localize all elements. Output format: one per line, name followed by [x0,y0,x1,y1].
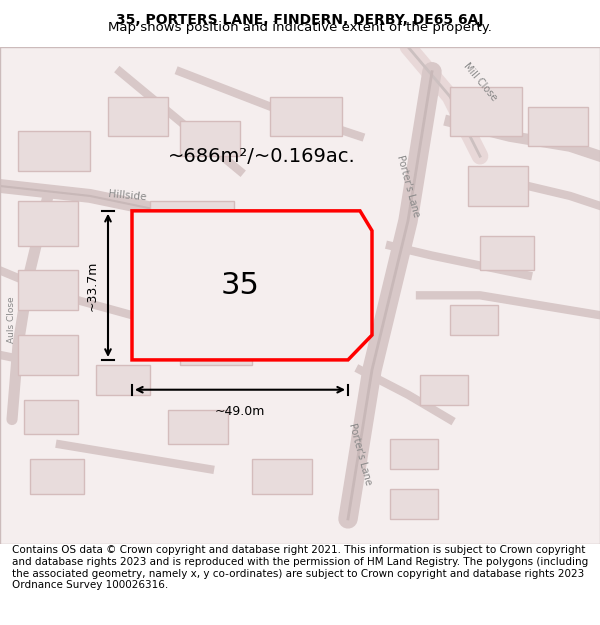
Polygon shape [252,459,312,494]
Polygon shape [150,266,234,305]
Polygon shape [18,335,78,375]
Polygon shape [528,106,588,146]
Polygon shape [132,211,372,360]
Polygon shape [390,489,438,519]
Polygon shape [0,47,600,544]
Polygon shape [480,236,534,271]
Polygon shape [30,459,84,494]
Text: Hillside: Hillside [108,189,147,202]
Polygon shape [450,87,522,136]
Polygon shape [390,439,438,469]
Text: ~33.7m: ~33.7m [86,260,99,311]
Text: 35: 35 [221,271,259,300]
Text: ~49.0m: ~49.0m [215,404,265,418]
Polygon shape [18,271,78,310]
Polygon shape [168,409,228,444]
Text: Map shows position and indicative extent of the property.: Map shows position and indicative extent… [108,21,492,34]
Text: ~686m²/~0.169ac.: ~686m²/~0.169ac. [168,147,356,166]
Text: Porter's Lane: Porter's Lane [395,154,421,218]
Polygon shape [180,121,240,156]
Text: Contains OS data © Crown copyright and database right 2021. This information is : Contains OS data © Crown copyright and d… [12,546,588,590]
Text: Porter's Lane: Porter's Lane [347,422,373,486]
Polygon shape [24,399,78,434]
Polygon shape [450,305,498,335]
Polygon shape [18,201,78,246]
Polygon shape [420,375,468,404]
Text: 35, PORTERS LANE, FINDERN, DERBY, DE65 6AJ: 35, PORTERS LANE, FINDERN, DERBY, DE65 6… [116,13,484,27]
Polygon shape [180,325,252,365]
Polygon shape [150,201,234,246]
Text: Mill Close: Mill Close [461,61,499,102]
Polygon shape [108,96,168,136]
Polygon shape [468,166,528,206]
Text: Auls Close: Auls Close [7,297,17,344]
Polygon shape [96,365,150,395]
Polygon shape [18,131,90,171]
Polygon shape [270,96,342,136]
